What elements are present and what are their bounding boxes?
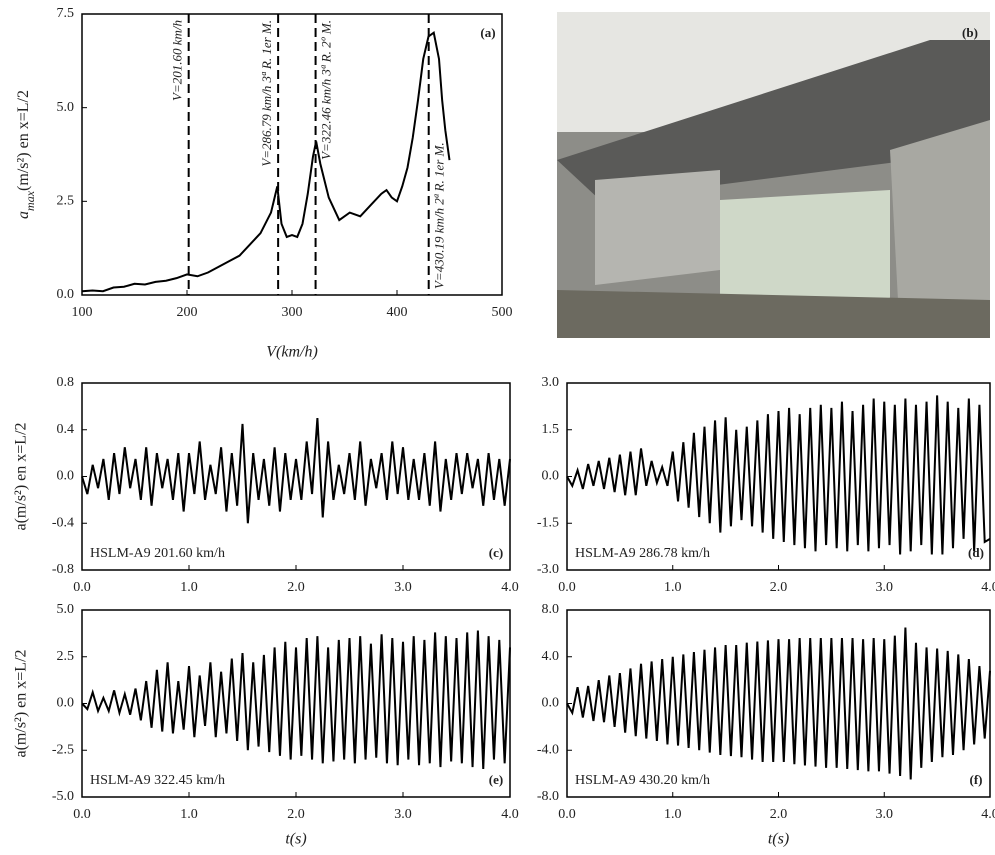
y-tick-label: -1.5 [537,515,559,530]
y-tick-label: -0.8 [52,562,74,577]
x-tick-label: 4.0 [981,580,995,595]
photo-opening [720,190,890,300]
reference-label: V=430.19 km/h 2ª R. 1er M. [432,142,447,289]
x-tick-label: 4.0 [501,807,519,822]
y-label-unit: (m/s²) en x=L/2 [15,90,32,191]
plot-frame [566,382,991,571]
y-label-symbol: a [15,211,32,219]
x-tick-label: 3.0 [876,807,894,822]
x-tick-label: 500 [492,305,513,320]
y-axis-label: amax(m/s²) en x=L/2 [15,90,37,219]
data-line [81,630,511,769]
y-tick-label: -2.5 [52,742,74,757]
y-tick-label: 4.0 [542,649,560,664]
photo-panel: (b) [557,12,990,338]
photo-left-abutment [595,170,720,285]
plot-frame [81,609,511,798]
x-tick-label: 100 [72,305,93,320]
x-tick-label: 300 [282,305,303,320]
x-tick-label: 3.0 [394,807,412,822]
x-tick-label: 200 [177,305,198,320]
y-tick-label: -3.0 [537,562,559,577]
x-tick-label: 4.0 [501,580,519,595]
x-tick-label: 2.0 [287,580,305,595]
x-axis-label: t(s) [285,831,306,848]
plot-frame [81,13,503,296]
y-tick-label: 0.4 [57,422,75,437]
x-tick-label: 1.0 [664,580,682,595]
y-tick-label: 5.0 [57,100,75,115]
y-tick-label: -4.0 [537,742,559,757]
plot-frame [81,382,511,571]
series-annotation: HSLM-A9 201.60 km/h [90,546,225,561]
y-tick-label: 3.0 [542,375,560,390]
panel-label: (b) [962,25,978,40]
x-tick-label: 1.0 [180,807,198,822]
y-tick-label: 1.5 [542,422,560,437]
y-tick-label: -8.0 [537,789,559,804]
data-line [81,417,511,524]
series-annotation: HSLM-A9 430.20 km/h [575,773,710,788]
reference-label: V=286.79 km/h 3ª R. 1er M. [259,20,274,167]
data-line [81,31,451,293]
x-tick-label: 4.0 [981,807,995,822]
y-tick-label: 0.0 [57,469,75,484]
y-tick-label: -5.0 [52,789,74,804]
y-tick-label: 0.8 [57,375,75,390]
panel-label: (c) [489,545,503,560]
y-tick-label: 7.5 [57,6,75,21]
plot-frame [566,609,991,798]
x-tick-label: 0.0 [558,807,576,822]
panel-label: (d) [968,545,984,560]
x-tick-label: 2.0 [770,580,788,595]
y-tick-label: 5.0 [57,602,75,617]
y-tick-label: 8.0 [542,602,560,617]
y-axis-label: a(m/s²) en x=L/2 [13,649,30,757]
photo-right-abutment [890,120,990,338]
x-tick-label: 400 [387,305,408,320]
panel-label: (f) [970,772,983,787]
series-annotation: HSLM-A9 322.45 km/h [90,773,225,788]
series-annotation: HSLM-A9 286.78 km/h [575,546,710,561]
reference-label: V=322.46 km/h 3ª R. 2º M. [319,20,334,160]
x-tick-label: 3.0 [876,580,894,595]
y-tick-label: 0.0 [542,469,560,484]
y-tick-label: 0.0 [57,696,75,711]
y-tick-label: 2.5 [57,194,75,209]
y-tick-label: 0.0 [57,287,75,302]
y-axis-label: a(m/s²) en x=L/2 [13,422,30,530]
y-label-subscript: max [23,190,37,211]
panel-label: (a) [480,25,495,40]
x-tick-label: 0.0 [558,580,576,595]
x-tick-label: 2.0 [770,807,788,822]
photo-ground [557,290,990,338]
y-tick-label: 2.5 [57,649,75,664]
panel-label: (e) [489,772,503,787]
x-axis-label: V(km/h) [266,344,318,361]
x-axis-label: t(s) [768,831,789,848]
y-tick-label: -0.4 [52,515,74,530]
reference-label: V=201.60 km/h [170,20,185,101]
x-tick-label: 1.0 [180,580,198,595]
x-tick-label: 0.0 [73,580,91,595]
x-tick-label: 1.0 [664,807,682,822]
x-tick-label: 0.0 [73,807,91,822]
data-line [566,627,991,780]
photo-bridge-deck [557,40,990,200]
y-tick-label: 0.0 [542,696,560,711]
x-tick-label: 2.0 [287,807,305,822]
x-tick-label: 3.0 [394,580,412,595]
data-line [566,395,991,555]
